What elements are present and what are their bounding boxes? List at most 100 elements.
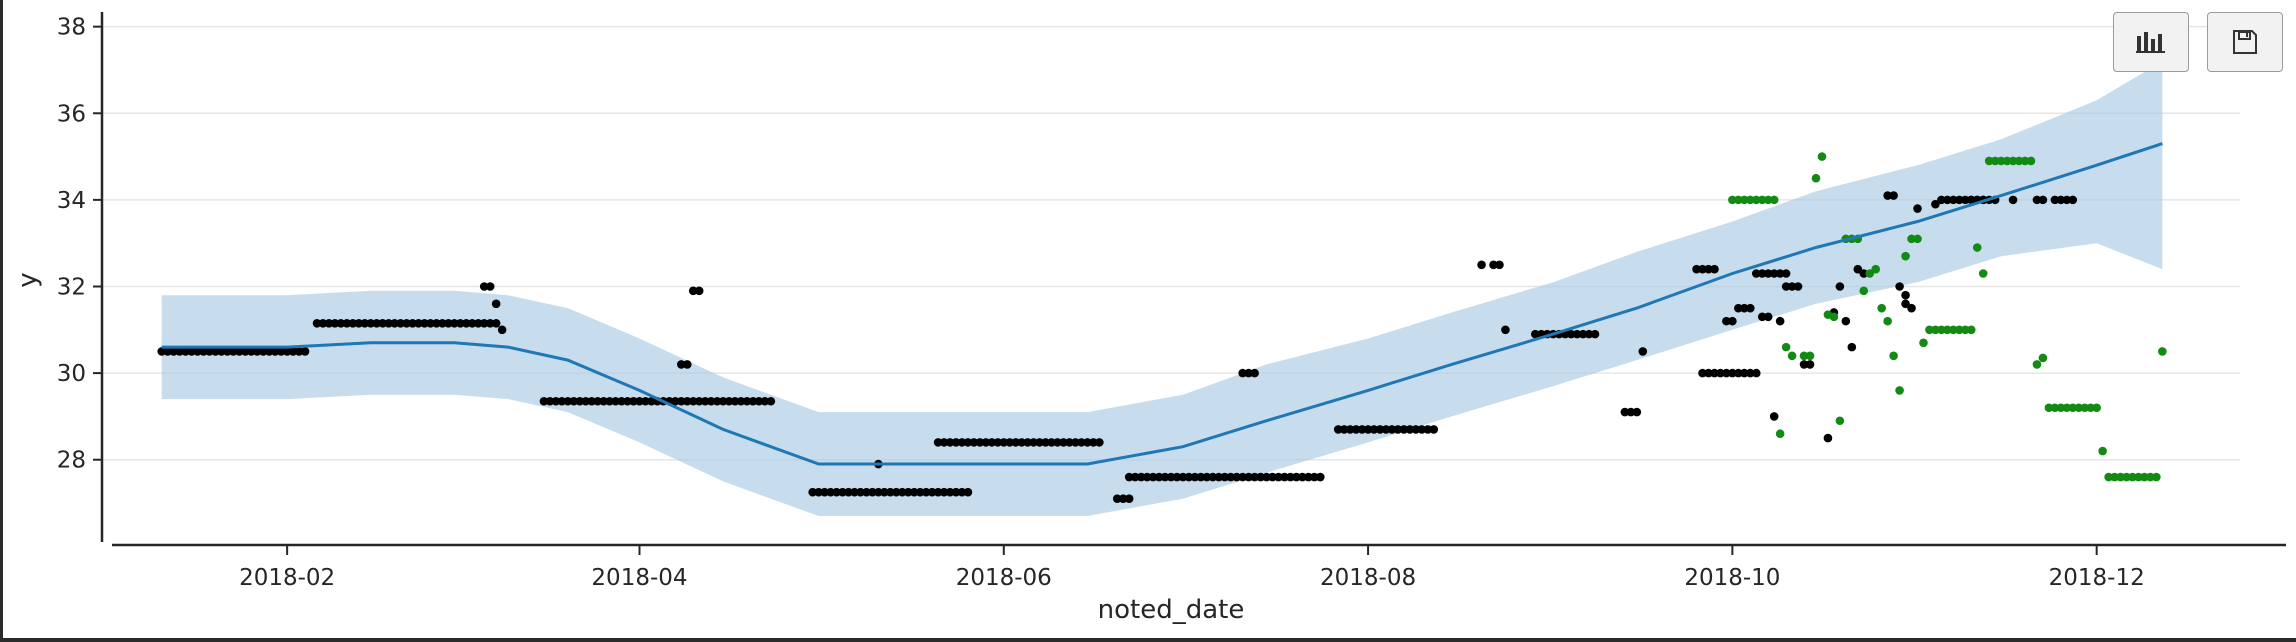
history-point	[169, 347, 178, 356]
test-point	[1984, 156, 1994, 166]
history-point	[688, 396, 698, 406]
test-point	[2056, 403, 2066, 413]
test-point	[1960, 325, 1970, 335]
history-point	[1955, 195, 1964, 205]
history-point	[1005, 438, 1015, 447]
history-point	[1393, 425, 1403, 434]
history-point	[372, 319, 382, 328]
history-point	[461, 319, 471, 328]
history-point	[1626, 407, 1636, 417]
test-point	[2050, 403, 2060, 413]
history-point	[1757, 312, 1767, 322]
history-point	[1357, 425, 1367, 434]
history-point	[945, 487, 955, 497]
test-point	[1734, 195, 1743, 205]
history-point	[408, 319, 417, 328]
history-point	[1883, 191, 1892, 200]
history-point	[682, 396, 692, 406]
history-point	[1178, 472, 1188, 482]
history-point	[1154, 472, 1164, 482]
history-point	[1931, 199, 1940, 209]
test-point	[2116, 472, 2125, 482]
history-point	[611, 396, 620, 406]
history-point	[1913, 204, 1922, 213]
y-axis-label: y	[13, 272, 43, 287]
history-point	[963, 487, 973, 497]
test-point	[1859, 286, 1869, 296]
history-point	[2062, 195, 2072, 205]
history-point	[1793, 282, 1803, 291]
test-point	[2038, 353, 2048, 363]
history-point	[1196, 472, 1206, 482]
history-point	[993, 438, 1003, 447]
history-point	[1763, 269, 1773, 278]
test-point	[2128, 472, 2137, 482]
test-point	[2098, 446, 2107, 456]
history-point	[366, 319, 376, 328]
history-point	[1417, 425, 1427, 434]
history-point	[1399, 425, 1409, 434]
history-point	[1238, 472, 1247, 482]
history-point	[736, 396, 746, 406]
history-point	[426, 319, 435, 328]
history-point	[1017, 438, 1026, 447]
history-point	[1769, 269, 1779, 278]
test-point	[1895, 386, 1904, 395]
bar-chart-button[interactable]	[2113, 12, 2189, 72]
history-point	[276, 347, 286, 356]
history-point	[1907, 303, 1916, 313]
history-point	[193, 347, 202, 356]
test-point	[1775, 429, 1785, 439]
history-point	[235, 347, 244, 356]
history-point	[336, 319, 346, 328]
history-point	[1286, 472, 1295, 482]
history-point	[157, 347, 167, 356]
history-point	[1835, 282, 1845, 291]
save-button[interactable]	[2207, 12, 2283, 72]
test-point	[1787, 351, 1797, 361]
history-point	[1089, 438, 1098, 447]
history-point	[880, 487, 889, 497]
history-point	[1632, 407, 1642, 417]
history-point	[402, 319, 411, 328]
history-point	[915, 487, 925, 497]
test-point	[1769, 195, 1779, 205]
history-point	[850, 487, 859, 497]
history-point	[1130, 472, 1140, 482]
test-point	[2152, 472, 2161, 482]
history-point	[432, 319, 441, 328]
history-point	[1584, 329, 1594, 339]
history-point	[1268, 472, 1277, 482]
history-point	[223, 347, 232, 356]
history-point	[1274, 472, 1283, 482]
test-point	[1901, 251, 1910, 261]
x-tick-label: 2018-04	[591, 565, 687, 591]
history-point	[1949, 195, 1958, 205]
test-point	[1949, 325, 1958, 335]
test-point	[1811, 173, 1821, 183]
history-point	[1148, 472, 1158, 482]
history-point	[1901, 290, 1910, 300]
history-point	[420, 319, 429, 328]
history-point	[1351, 425, 1361, 434]
history-point	[641, 396, 650, 406]
history-point	[2056, 195, 2066, 205]
history-point	[921, 487, 931, 497]
history-point	[479, 319, 489, 328]
history-point	[384, 319, 393, 328]
test-point	[1937, 325, 1946, 335]
history-point	[342, 319, 352, 328]
history-point	[491, 299, 501, 309]
history-point	[551, 396, 561, 406]
history-point	[1501, 325, 1510, 335]
history-point	[682, 360, 692, 369]
test-point	[2026, 156, 2036, 166]
test-point	[2062, 403, 2072, 413]
history-point	[1316, 472, 1325, 482]
history-point	[1734, 368, 1743, 378]
axes	[100, 12, 2286, 547]
history-point	[1960, 195, 1970, 205]
history-point	[1781, 282, 1791, 291]
history-point	[1966, 195, 1976, 205]
y-axis-ticks: 28 30 32 34 36 38	[57, 15, 102, 474]
